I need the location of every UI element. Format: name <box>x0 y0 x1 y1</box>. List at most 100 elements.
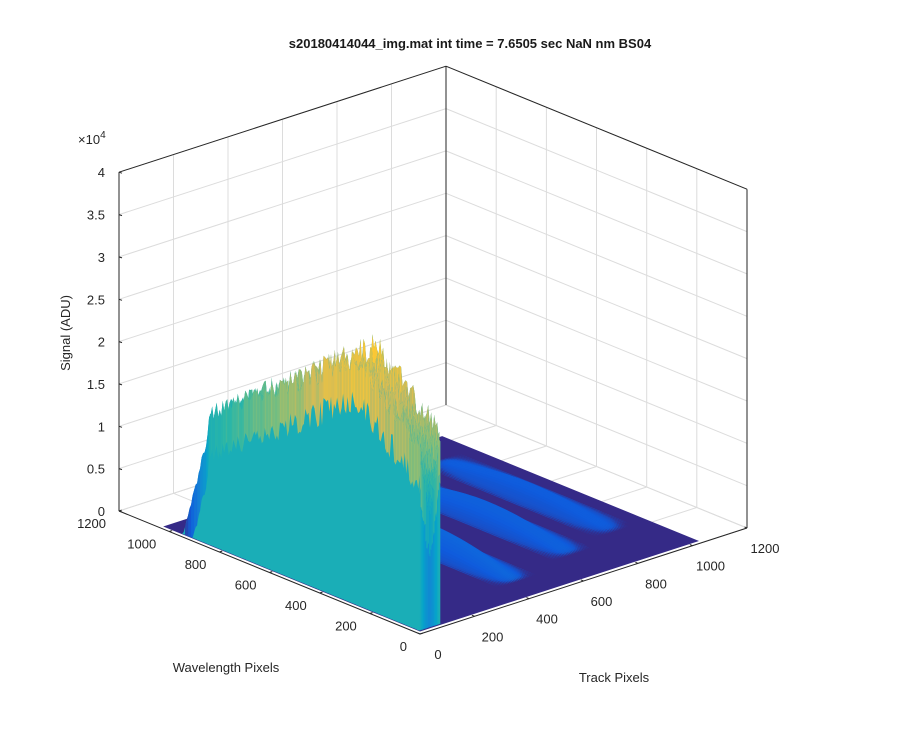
side-wall-grid-z <box>445 235 748 360</box>
x-tick-mark <box>744 526 748 529</box>
surface-main-band <box>303 366 306 424</box>
surface-main-band <box>240 408 243 453</box>
surface-main-band <box>397 417 399 462</box>
surface-main-band <box>251 393 253 441</box>
surface-main-band <box>404 409 407 474</box>
surface-main-band <box>230 407 232 452</box>
surface-main-band <box>362 356 365 411</box>
surface-main-band <box>234 402 237 450</box>
side-wall-grid-z <box>445 404 748 529</box>
surface-main-band <box>370 379 372 431</box>
surface-main-band <box>332 361 334 420</box>
z-tick-mark <box>118 425 123 428</box>
surface-main-band <box>273 390 276 440</box>
z-tick-label: 1.5 <box>87 377 105 392</box>
surface-main-band <box>276 393 279 441</box>
surface-main-band <box>254 389 256 436</box>
surface-main-band <box>350 349 353 413</box>
surface-main-band <box>335 355 338 409</box>
surface-main-band <box>297 389 300 434</box>
surface-main-band <box>294 372 297 419</box>
surface-small-track <box>421 465 597 538</box>
surface-main-band <box>212 406 214 462</box>
x-tick-mark <box>580 579 584 582</box>
surface-main-band <box>218 409 220 460</box>
surface-main-band <box>245 390 247 436</box>
y-tick-mark <box>269 571 273 573</box>
surface-main-band <box>221 400 223 458</box>
x-tick-mark <box>471 614 475 617</box>
surface-main-band <box>407 415 410 480</box>
x-tick-mark <box>417 632 421 635</box>
surface-main-band <box>356 365 359 414</box>
surface-main-band <box>344 367 347 414</box>
x-tick-label: 400 <box>536 612 558 627</box>
surface-main-band <box>415 437 417 481</box>
surface-main-band <box>340 365 342 415</box>
x-tick-label: 0 <box>434 647 441 662</box>
surface-main-band <box>311 362 313 410</box>
surface-main-band <box>373 378 375 434</box>
surface-main-band <box>242 400 244 453</box>
side-wall-grid-z <box>445 277 748 402</box>
surface-main-band <box>284 377 286 428</box>
surface-main-band <box>281 380 283 424</box>
back-wall-grid-z <box>118 235 447 343</box>
surface-main-band <box>236 393 238 450</box>
surface-main-band <box>328 357 330 412</box>
z-tick-mark <box>118 214 123 217</box>
surface-main-band <box>291 382 294 426</box>
z-exponent-power: 4 <box>100 130 106 141</box>
surface-main-band <box>320 359 322 426</box>
surface-main-band <box>237 393 240 443</box>
surface-main-band <box>287 387 289 437</box>
surface-main-band <box>239 400 241 451</box>
surface-main-band <box>334 361 336 409</box>
pane-edge <box>445 65 748 190</box>
surface-main-band <box>300 383 303 433</box>
surface-main-band <box>388 409 390 458</box>
surface-main-band <box>248 398 250 443</box>
surface-main-band <box>227 399 229 456</box>
y-axis-label: Wavelength Pixels <box>173 660 280 675</box>
surface-main-band <box>206 433 208 489</box>
surface-main-band <box>349 369 351 413</box>
z-tick-label: 2 <box>98 335 105 350</box>
z-tick-label: 2.5 <box>87 292 105 307</box>
x-tick-label: 800 <box>645 576 667 591</box>
surface-main-band <box>323 355 325 400</box>
side-wall-grid-z <box>445 362 748 487</box>
x-tick-label: 1200 <box>751 541 780 556</box>
surface-main-band <box>204 446 207 495</box>
surface-main-band <box>329 354 331 412</box>
side-wall-grid-z <box>445 319 748 444</box>
surface-main-band <box>316 376 318 428</box>
surface-main-band <box>371 388 374 434</box>
surface-main-band <box>331 354 333 420</box>
surface-small-track <box>424 464 600 537</box>
surface-main-band <box>319 359 321 426</box>
surface-main-band <box>269 386 271 440</box>
x-tick-label: 1000 <box>696 559 725 574</box>
x-tick-label: 200 <box>482 629 504 644</box>
surface-main-band <box>270 383 273 430</box>
surface-main-band <box>191 495 193 538</box>
z-tick-mark <box>118 468 123 471</box>
surface-main-band <box>364 356 366 421</box>
surface-main-band <box>406 415 408 474</box>
surface-main-band <box>416 437 419 489</box>
surface-main-band <box>216 402 219 460</box>
surface-main-band <box>305 366 307 416</box>
surface-main-band <box>382 388 384 435</box>
surface-main-band <box>209 414 211 460</box>
z-tick-mark <box>118 171 123 174</box>
z-tick-mark <box>118 256 123 259</box>
surface-main-band <box>260 393 262 444</box>
back-wall-grid-z <box>118 319 447 427</box>
y-tick-mark <box>419 632 423 635</box>
surface-main-band <box>377 373 380 440</box>
surface-main-band <box>379 396 381 442</box>
surface-main-band <box>368 365 371 423</box>
surface-main-band <box>219 409 222 458</box>
surface-main-band <box>207 417 210 477</box>
